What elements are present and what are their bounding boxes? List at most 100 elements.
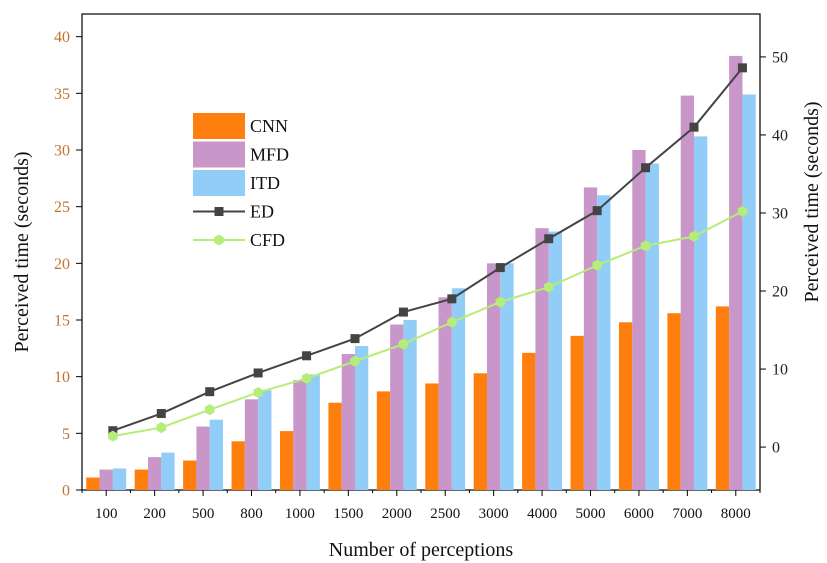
y-left-tick-label: 10	[54, 369, 70, 386]
x-tick-label: 1500	[333, 506, 363, 522]
bar-mfd	[583, 187, 598, 490]
bar-mfd	[293, 380, 307, 490]
point-ed	[495, 263, 505, 273]
bar-itd	[500, 263, 514, 490]
x-tick-label: 4000	[527, 506, 557, 522]
point-ed	[689, 122, 699, 132]
x-tick-label: 6000	[624, 506, 654, 522]
point-cfd	[447, 316, 457, 328]
y-left-tick-label: 20	[54, 256, 70, 273]
bar-cnn	[279, 431, 294, 490]
point-ed	[592, 206, 602, 216]
axes-layer: 0 5 10 15 20 25 30 35 40 0 10 20 30 40 50 100 200 500 800 1…	[54, 29, 788, 522]
bar-mfd	[99, 469, 113, 490]
point-cfd	[204, 404, 215, 416]
y-left-tick-label: 25	[54, 199, 70, 216]
bar-cnn	[473, 373, 487, 490]
legend-swatch-cnn	[193, 113, 245, 139]
x-tick-label: 3000	[479, 506, 509, 522]
point-ed	[253, 368, 263, 378]
point-cfd	[253, 386, 263, 398]
bar-cnn	[134, 469, 148, 490]
x-tick-label: 1000	[285, 506, 315, 522]
point-cfd	[301, 372, 312, 384]
y-left-tick-label: 35	[54, 86, 70, 103]
point-ed	[156, 409, 166, 419]
bar-mfd	[244, 399, 259, 490]
x-tick-label: 100	[95, 506, 118, 522]
bar-mfd	[729, 55, 743, 491]
point-cfd	[398, 338, 409, 350]
bar-cnn	[522, 352, 536, 490]
x-tick-label: 2000	[382, 506, 412, 522]
bar-cnn	[667, 313, 681, 490]
bar-cnn	[86, 477, 100, 490]
legend-label-ed: ED	[250, 202, 274, 222]
legend-marker-ed	[214, 207, 224, 216]
x-tick-label: 800	[240, 506, 263, 522]
y-right-tick-label: 50	[772, 49, 788, 66]
bar-cnn	[328, 402, 342, 490]
y-right-tick-label: 40	[772, 127, 788, 144]
x-tick-label: 7000	[672, 506, 702, 522]
legend-label-cfd: CFD	[250, 230, 285, 250]
point-ed	[544, 234, 554, 244]
point-ed	[447, 294, 457, 304]
bar-mfd	[147, 457, 162, 490]
point-ed	[205, 387, 215, 397]
bars-layer	[86, 55, 756, 491]
y-axis-right-title: Perceived time (seconds)	[801, 101, 823, 302]
point-ed	[302, 351, 312, 361]
bar-itd	[209, 419, 224, 490]
point-ed	[398, 307, 408, 317]
y-left-tick-label: 30	[54, 143, 70, 160]
x-tick-label: 8000	[721, 506, 751, 522]
bar-cnn	[618, 322, 633, 490]
lines-layer	[108, 63, 748, 442]
bar-mfd	[680, 95, 695, 490]
bar-cnn	[231, 441, 245, 490]
point-cfd	[350, 355, 360, 367]
bar-itd	[161, 452, 175, 490]
y-left-tick-label: 0	[62, 483, 70, 500]
y-right-tick-label: 20	[772, 284, 788, 301]
point-cfd	[156, 422, 167, 434]
x-tick-label: 2500	[430, 506, 460, 522]
bar-mfd	[341, 354, 356, 490]
bar-itd	[742, 94, 756, 490]
line-ed	[112, 67, 744, 432]
line-cfd	[112, 210, 743, 438]
y-left-tick-label: 15	[54, 313, 70, 330]
legend-marker-cfd	[214, 234, 224, 246]
bar-itd	[645, 163, 659, 490]
bar-itd	[597, 195, 611, 490]
bar-itd	[112, 468, 127, 490]
bar-cnn	[183, 460, 197, 490]
y-left-tick-label: 5	[62, 426, 70, 443]
y-right-tick-label: 0	[772, 440, 780, 457]
point-ed	[350, 334, 360, 344]
bar-itd	[694, 136, 708, 490]
bar-itd	[258, 390, 272, 490]
point-ed	[641, 163, 651, 173]
bar-mfd	[438, 297, 452, 490]
y-right-tick-label: 30	[772, 205, 788, 222]
point-cfd	[689, 230, 699, 242]
y-right-tick-label: 10	[772, 362, 788, 379]
point-cfd	[543, 281, 554, 293]
y-axis-left-title: Perceived time (seconds)	[11, 151, 33, 352]
x-tick-label: 5000	[576, 506, 606, 522]
bar-cnn	[376, 391, 391, 490]
point-cfd	[495, 296, 506, 308]
bar-mfd	[632, 150, 646, 490]
bar-mfd	[390, 324, 404, 490]
bar-itd	[451, 288, 466, 490]
bar-mfd	[196, 426, 210, 490]
point-cfd	[640, 240, 651, 252]
point-ed	[737, 63, 747, 73]
bar-itd	[403, 320, 417, 490]
x-tick-label: 500	[192, 506, 215, 522]
point-cfd	[737, 205, 748, 217]
y-left-tick-label: 40	[54, 29, 70, 46]
point-cfd	[108, 430, 118, 442]
